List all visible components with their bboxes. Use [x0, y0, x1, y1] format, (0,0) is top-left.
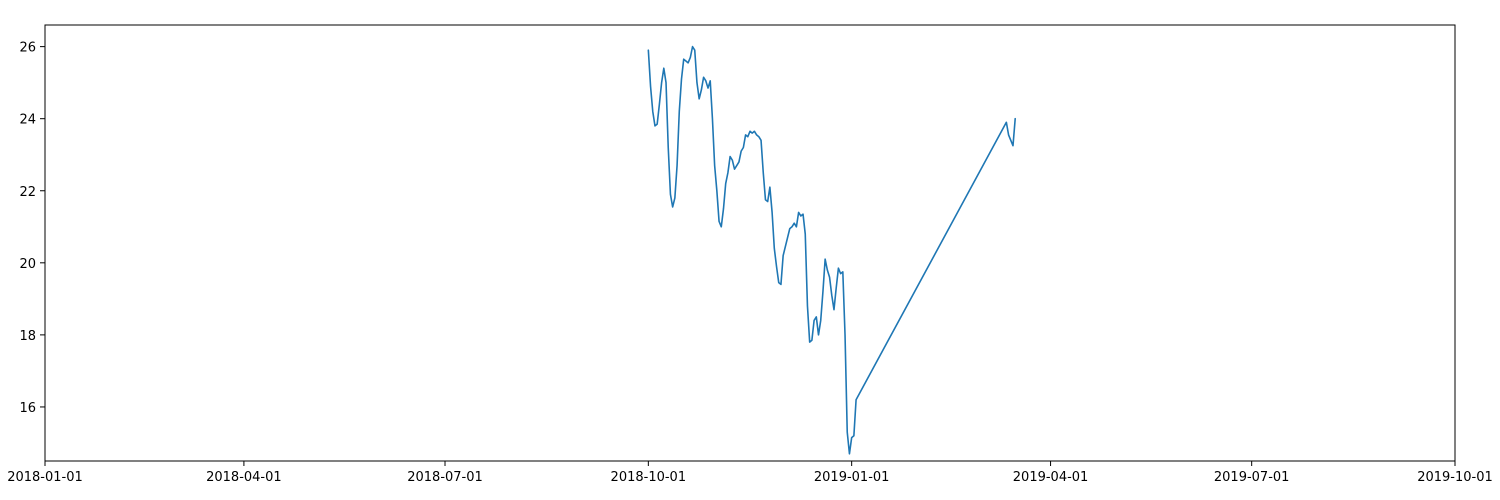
x-tick-label: 2018-10-01	[611, 470, 687, 485]
x-tick-label: 2018-07-01	[407, 470, 483, 485]
y-tick-label: 20	[19, 257, 36, 272]
y-tick-label: 24	[19, 113, 36, 128]
y-tick-label: 18	[19, 329, 36, 344]
x-tick-label: 2019-01-01	[814, 470, 890, 485]
x-tick-label: 2018-04-01	[206, 470, 282, 485]
axis-layer: 2018-01-01 2018-04-01 2018-07-01 2018-10-01…	[7, 41, 1493, 485]
series-line	[647, 45, 1017, 455]
x-tick-label: 2018-01-01	[7, 470, 83, 485]
x-tick-label: 2019-10-01	[1417, 470, 1493, 485]
plot-frame	[44, 24, 1456, 462]
y-tick-label: 16	[19, 401, 36, 416]
y-tick-label: 22	[19, 185, 36, 200]
x-tick-label: 2019-07-01	[1214, 470, 1290, 485]
series-layer	[647, 45, 1017, 455]
x-tick-label: 2019-04-01	[1013, 470, 1089, 485]
y-tick-label: 26	[19, 41, 36, 56]
